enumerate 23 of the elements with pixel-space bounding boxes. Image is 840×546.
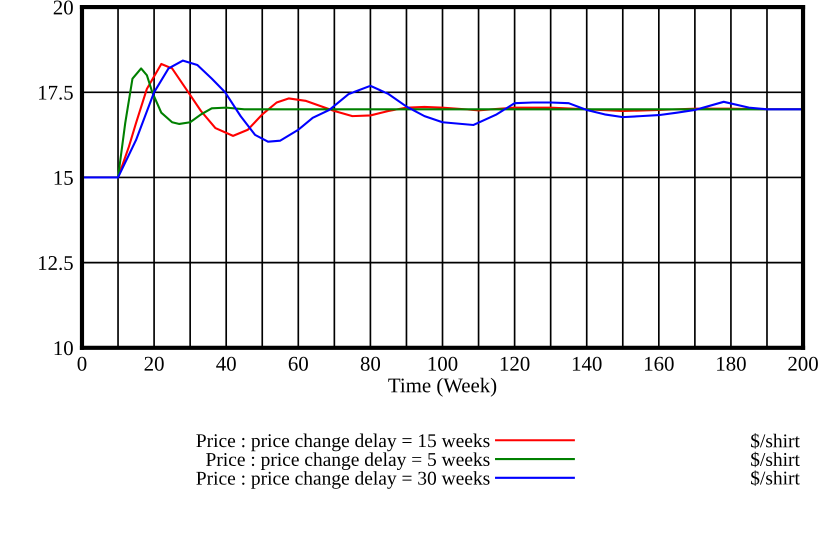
x-tick-label: 180 bbox=[717, 356, 746, 371]
x-axis-title: Time (Week) bbox=[388, 378, 496, 397]
y-tick-label: 10 bbox=[54, 341, 73, 356]
x-tick-label: 160 bbox=[645, 356, 674, 371]
legend-label: Price : price change delay = 30 weeks bbox=[196, 471, 490, 489]
x-tick-label: 20 bbox=[144, 356, 164, 371]
x-tick-label: 60 bbox=[288, 356, 308, 371]
x-tick-label: 120 bbox=[500, 356, 530, 371]
text: $/shirt bbox=[751, 433, 800, 449]
text: $/shirt bbox=[751, 452, 800, 468]
x-tick-label: 140 bbox=[572, 356, 602, 371]
x-tick-label: 80 bbox=[360, 356, 380, 371]
legend-label: Price : price change delay = 15 weeks bbox=[196, 434, 490, 452]
y-tick-label: 17.5 bbox=[39, 86, 73, 100]
y-tick-label: 12.5 bbox=[39, 256, 73, 270]
x-tick-label: 0 bbox=[78, 356, 86, 371]
x-tick-label: 40 bbox=[216, 356, 236, 371]
y-tick-label: 20 bbox=[54, 0, 73, 15]
legend-label: Price : price change delay = 5 weeks bbox=[206, 452, 490, 470]
x-tick-label: 200 bbox=[788, 356, 818, 371]
y-tick-label: 15 bbox=[54, 170, 73, 185]
x-tick-label: 100 bbox=[428, 356, 458, 371]
text: $/shirt bbox=[751, 470, 800, 486]
